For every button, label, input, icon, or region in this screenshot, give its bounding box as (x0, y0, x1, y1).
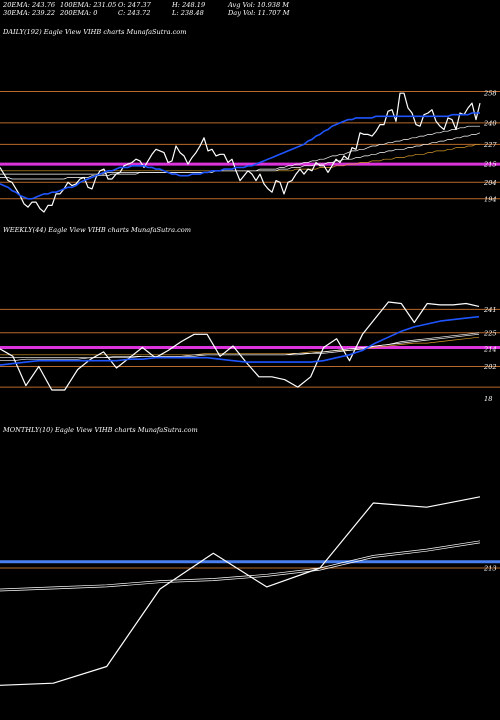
header-low: L: 238.48 (171, 9, 204, 17)
weekly-panel-label: WEEKLY(44) Eagle View VIHB charts Munafa… (3, 226, 191, 234)
daily-tick-label: 215 (483, 161, 497, 169)
header-high: H: 248.19 (171, 1, 205, 9)
weekly-tick-label: 225 (483, 329, 497, 337)
monthly-panel-label: MONTHLY(10) Eagle View VIHB charts Munaf… (2, 426, 198, 434)
monthly-series-ema-slow-1 (0, 542, 481, 592)
daily-panel: DAILY(192) Eagle View VIHB charts Munafa… (0, 28, 500, 213)
weekly-tick-label: 214 (483, 345, 497, 353)
daily-tick-label: 240 (483, 119, 497, 127)
weekly-series-price (0, 301, 480, 391)
daily-tick-label: 258 (483, 90, 497, 98)
monthly-series-ema-slow-2 (0, 540, 481, 590)
header-avg-vol: Avg Vol: 10.938 M (227, 1, 289, 9)
daily-series-ema-slow-1 (0, 125, 480, 180)
header-ema100: 100EMA: 231.05 (60, 1, 116, 9)
weekly-series-ema-fast (0, 315, 480, 366)
header-day-vol: Day Vol: 11.707 M (227, 9, 290, 17)
daily-tick-label: 194 (484, 195, 497, 203)
header-close: C: 243.72 (118, 9, 150, 17)
weekly-tick-label: 202 (483, 363, 497, 371)
weekly-panel: WEEKLY(44) Eagle View VIHB charts Munafa… (0, 226, 500, 403)
daily-tick-label: 227 (483, 141, 497, 149)
header-ema20: 20EMA: 243.76 (2, 1, 55, 9)
daily-tick-label: 204 (483, 179, 497, 187)
daily-panel-label: DAILY(192) Eagle View VIHB charts Munafa… (2, 28, 187, 36)
header-ema30: 30EMA: 239.22 (3, 9, 55, 17)
header-ema200: 200EMA: 0 (59, 9, 97, 17)
daily-series-price (0, 92, 481, 213)
indicator-header: 20EMA: 243.76 100EMA: 231.05 O: 247.37 H: 2… (2, 1, 290, 17)
monthly-panel: MONTHLY(10) Eagle View VIHB charts Munaf… (0, 426, 500, 686)
weekly-tick-label: 18 (484, 395, 492, 403)
weekly-tick-label: 241 (483, 306, 497, 314)
daily-series-ema-fast (0, 112, 480, 200)
header-open: O: 247.37 (118, 1, 152, 9)
monthly-series-price (0, 496, 481, 686)
monthly-tick-label: 213 (483, 565, 497, 573)
